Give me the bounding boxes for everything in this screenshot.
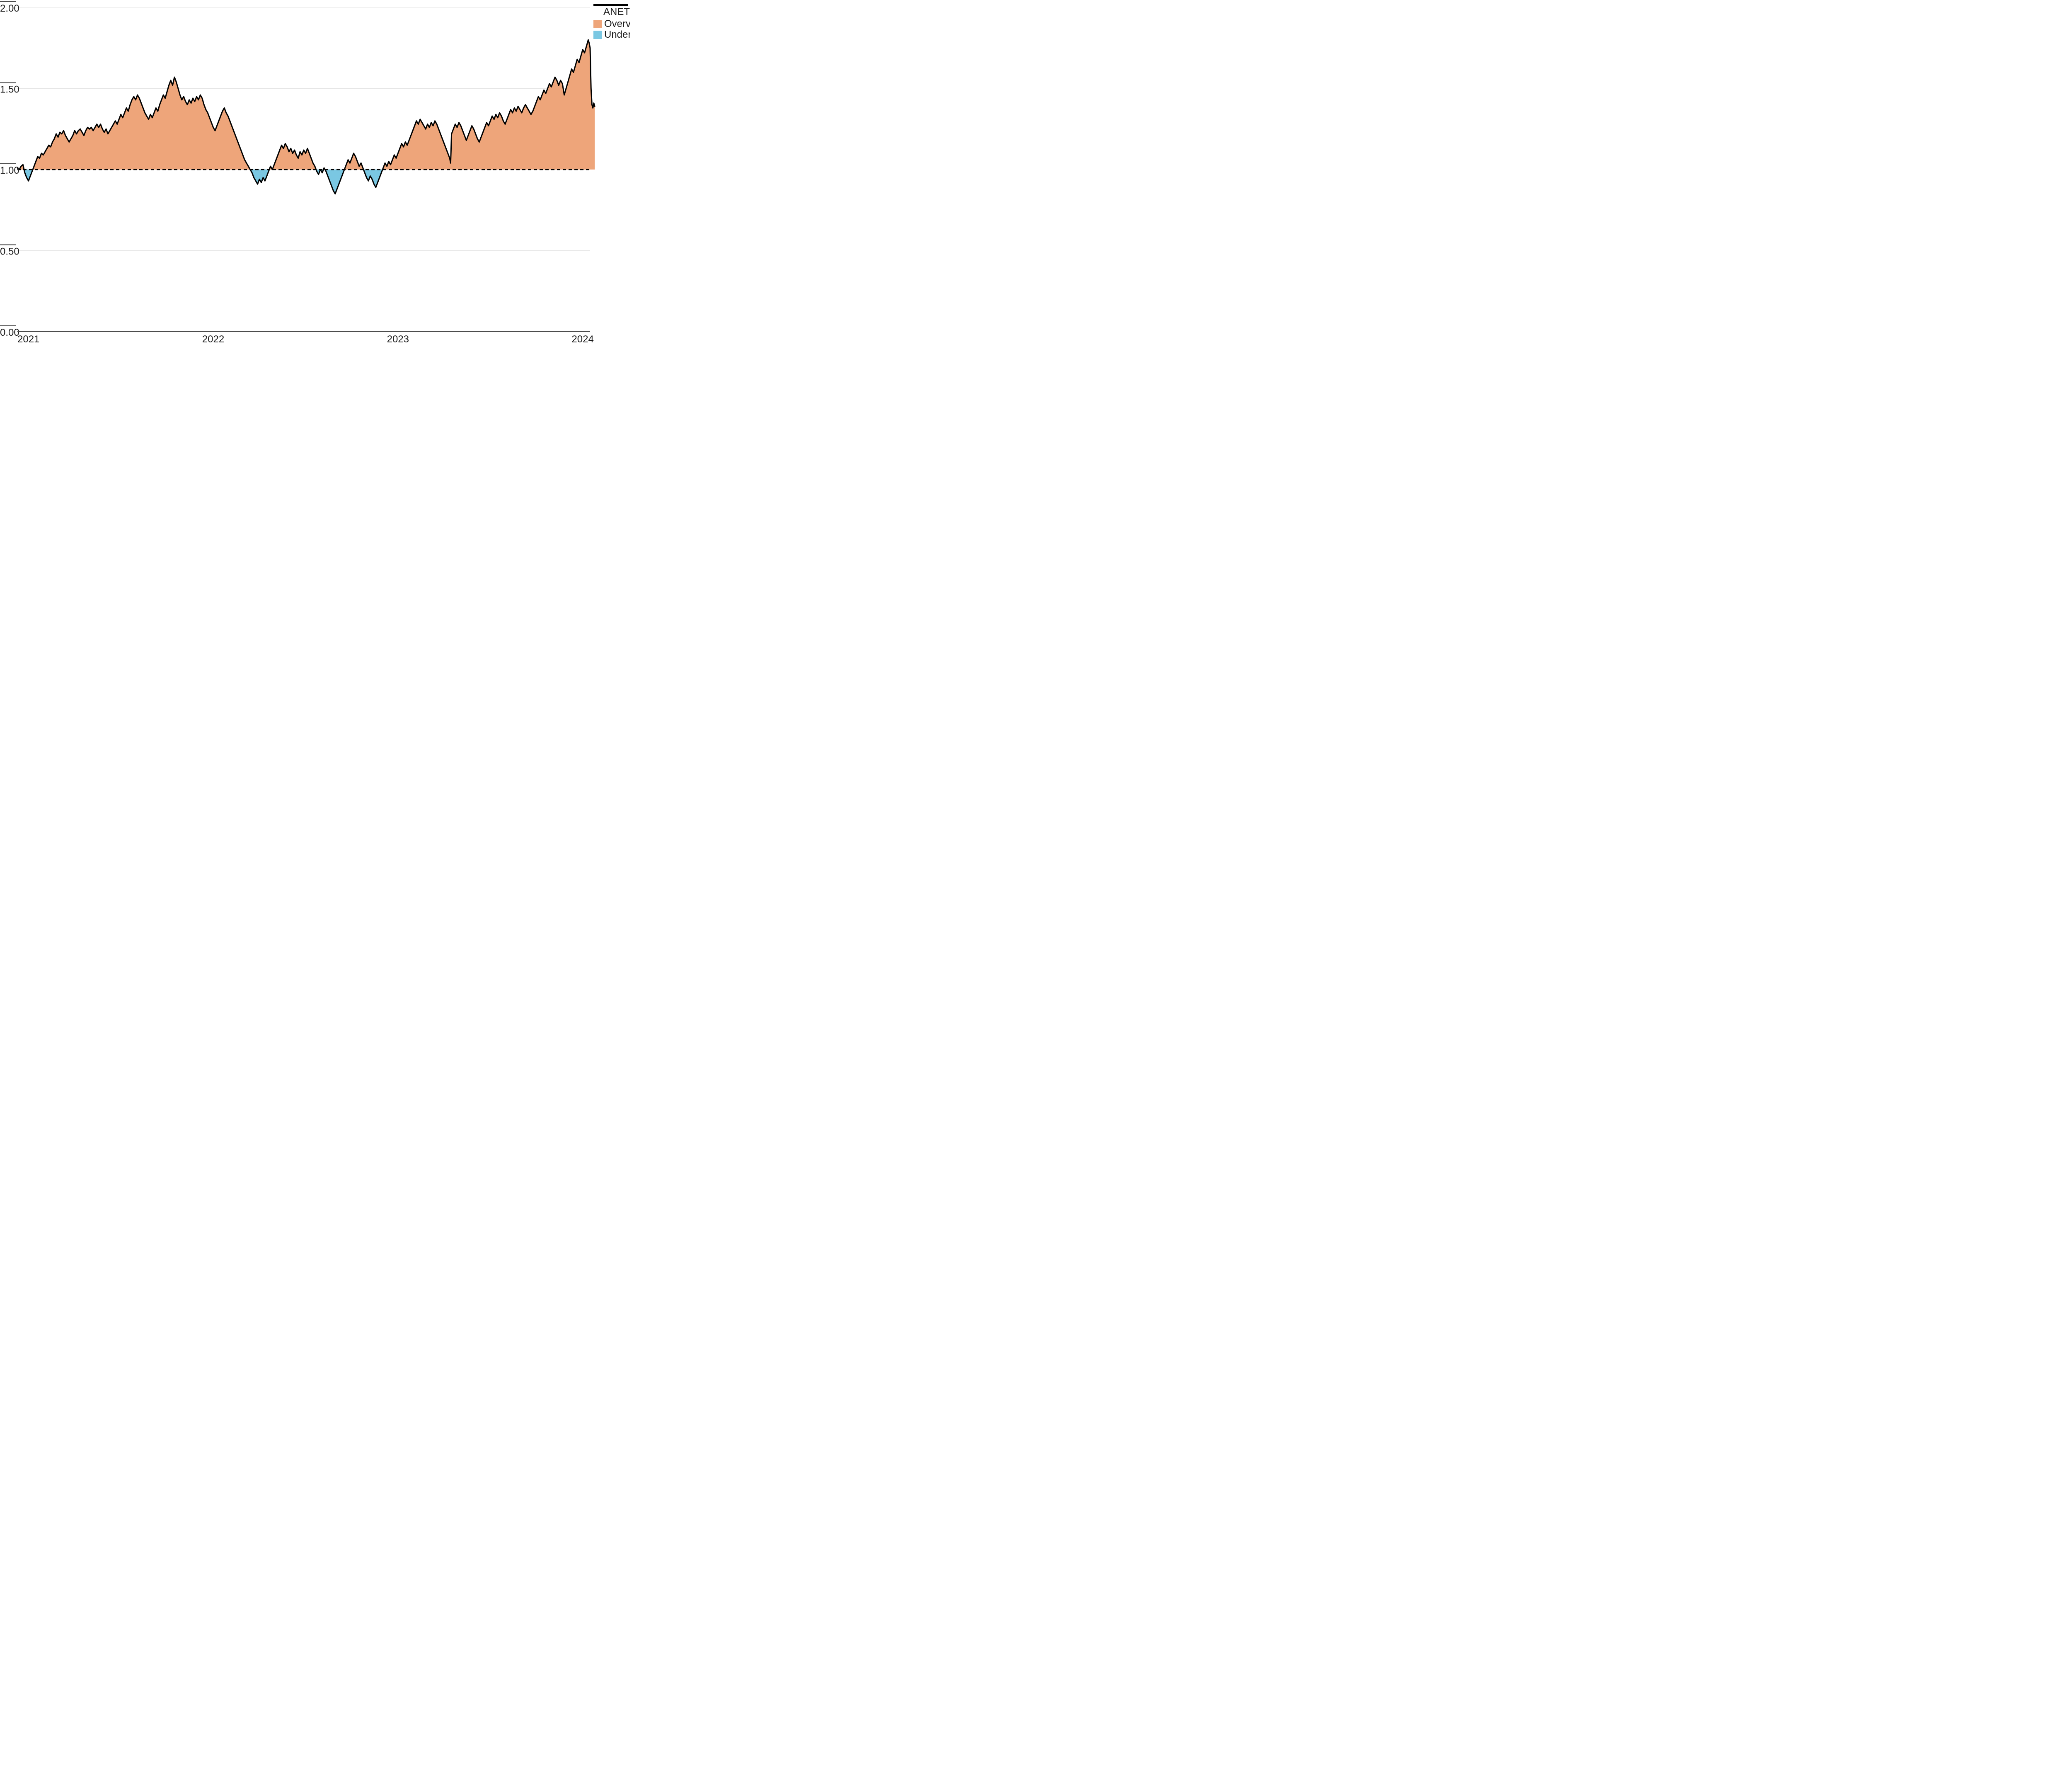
legend-ticker: ANET [603, 6, 630, 17]
y-tick-label: 1.00 [0, 165, 19, 176]
legend-label-overvalued: Overvalued [604, 18, 630, 29]
x-tick-label: 2024 [571, 334, 593, 345]
y-tick-label: 2.00 [0, 3, 19, 14]
y-tick-label: 0.00 [0, 327, 19, 338]
valuation-chart: 0.00 0.50 1.00 1.50 2.00 2021 2022 2023 2024 ANET… [0, 0, 630, 345]
chart-svg: 0.00 0.50 1.00 1.50 2.00 2021 2022 2023 2024 ANET… [0, 0, 630, 345]
x-tick-label: 2021 [17, 334, 39, 345]
y-tick-label: 0.50 [0, 246, 19, 257]
x-tick-label: 2022 [202, 334, 224, 345]
y-tick-label: 1.50 [0, 84, 19, 95]
legend-label-undervalued: Undervalued [604, 29, 630, 40]
x-tick-label: 2023 [387, 334, 409, 345]
legend-swatch-undervalued [593, 31, 602, 39]
legend-swatch-overvalued [593, 20, 602, 28]
